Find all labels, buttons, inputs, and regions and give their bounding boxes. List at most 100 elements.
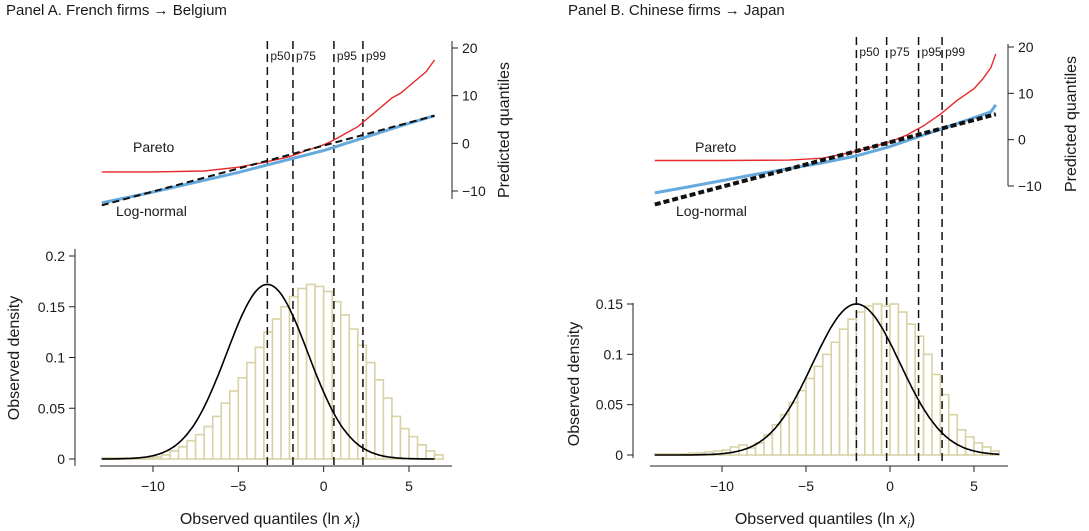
pred-tick-label: 0 xyxy=(462,135,470,151)
density-tick-label: 0.2 xyxy=(46,248,66,264)
density-tick-label: 0.1 xyxy=(46,350,66,366)
histogram-bar xyxy=(855,311,866,456)
histogram-bar xyxy=(805,377,816,456)
panel-b-histogram xyxy=(653,303,1000,456)
pred-tick-label: 10 xyxy=(462,88,478,104)
histogram-bar xyxy=(237,376,248,460)
x-tick-label: 0 xyxy=(320,478,328,494)
panel-a-x-title-var: x xyxy=(343,511,353,528)
panel-a-x-title-sub: i xyxy=(352,519,355,531)
histogram-bar xyxy=(821,353,832,456)
histogram-bar xyxy=(425,450,436,460)
histogram-bar xyxy=(964,436,975,456)
histogram-bar xyxy=(391,415,402,460)
panel-a-density-ticks: 0 0.05 0.1 0.15 0.2 xyxy=(38,248,75,467)
pred-tick-label: 0 xyxy=(1018,132,1026,148)
histogram-bar xyxy=(947,413,958,456)
histogram-bar xyxy=(408,435,419,460)
density-tick-label: 0 xyxy=(57,451,65,467)
percentile-label: p50 xyxy=(270,49,290,63)
histogram-bar xyxy=(203,425,214,460)
histogram-bar xyxy=(830,341,841,456)
histogram-bar xyxy=(356,344,368,460)
panel-a-percentile-lines: p50 p75 p95 p99 xyxy=(266,41,386,466)
histogram-bar xyxy=(194,433,206,460)
percentile-label: p75 xyxy=(296,49,316,63)
histogram-bar xyxy=(922,353,933,456)
panel-a-x-title: Observed quantiles (ln xi) xyxy=(180,511,360,531)
panel-a-empirical-line xyxy=(101,114,436,205)
histogram-bar xyxy=(863,305,874,456)
pred-tick-label: −10 xyxy=(1018,178,1042,194)
panel-b-lognormal-label: Log-normal xyxy=(676,203,747,219)
panel-a-normal-curve xyxy=(101,283,435,460)
histogram-bar xyxy=(220,402,231,460)
panel-a-x-ticks: −10 −5 0 5 xyxy=(141,466,413,494)
panel-b-x-ticks: −10 −5 0 5 xyxy=(710,466,978,494)
x-tick-label: 5 xyxy=(405,478,413,494)
histogram-bar xyxy=(322,290,333,460)
panel-b-pareto-line xyxy=(654,53,997,162)
panel-a-y-right-title: Predicted quantiles xyxy=(496,62,513,198)
panel-b-y-right-title: Predicted quantiles xyxy=(1063,56,1080,192)
histogram-bar xyxy=(211,415,223,460)
histogram-bar xyxy=(872,303,883,456)
panel-b-empirical-line xyxy=(654,104,998,195)
percentile-label: p99 xyxy=(945,45,965,59)
panel-a-pareto-label: Pareto xyxy=(133,139,174,155)
panel-a-x-title-close: ) xyxy=(355,511,360,528)
x-tick-label: 5 xyxy=(970,478,978,494)
histogram-bar xyxy=(143,457,154,460)
histogram-bar xyxy=(754,442,765,456)
histogram-bar xyxy=(365,361,376,460)
percentile-label: p95 xyxy=(337,49,357,63)
histogram-bar xyxy=(813,365,824,456)
histogram-bar xyxy=(382,397,393,460)
percentile-label: p95 xyxy=(922,45,942,59)
histogram-bar xyxy=(314,285,325,460)
percentile-label: p50 xyxy=(859,45,879,59)
panel-b-density-ticks: 0 0.05 0.1 0.15 xyxy=(596,296,633,463)
density-tick-label: 0.1 xyxy=(604,346,624,362)
panel-b-pareto-label: Pareto xyxy=(695,139,736,155)
panel-a-pred-ticks: −10 0 10 20 xyxy=(452,40,486,199)
panel-a-pareto-line xyxy=(101,59,436,173)
histogram-bar xyxy=(177,446,188,460)
panel-b-x-title-sub: i xyxy=(907,519,910,531)
histogram-bar xyxy=(152,456,163,460)
panel-a-x-title-main: Observed quantiles (ln xyxy=(180,511,345,528)
histogram-bar xyxy=(905,323,916,456)
histogram-bar xyxy=(271,318,282,460)
histogram-bar xyxy=(796,389,807,456)
panel-a-lognormal-line xyxy=(101,114,435,207)
panel-b: Panel B. Chinese firms → Japan p50 p75 p95… xyxy=(566,2,1080,531)
histogram-bar xyxy=(416,443,427,460)
panel-a-y-left-title: Observed density xyxy=(6,296,23,421)
histogram-bar xyxy=(229,390,240,460)
histogram-bar xyxy=(838,328,849,456)
histogram-bar xyxy=(186,439,197,460)
panel-b-x-title-main: Observed quantiles (ln xyxy=(735,511,900,528)
histogram-bar xyxy=(897,311,908,456)
panel-b-normal-curve xyxy=(654,303,1000,456)
density-tick-label: 0.05 xyxy=(38,400,65,416)
percentile-label: p99 xyxy=(366,49,386,63)
histogram-bar xyxy=(288,295,299,460)
density-tick-label: 0.05 xyxy=(596,397,623,413)
pred-tick-label: 20 xyxy=(1018,39,1034,55)
percentile-label: p75 xyxy=(890,45,910,59)
histogram-bar xyxy=(263,331,274,460)
panel-b-x-title-var: x xyxy=(898,511,908,528)
pred-tick-label: 10 xyxy=(1018,85,1034,101)
panel-a-histogram xyxy=(101,283,444,460)
histogram-bar xyxy=(254,346,265,460)
x-tick-label: −10 xyxy=(710,478,734,494)
histogram-bar xyxy=(305,283,316,460)
histogram-bar xyxy=(931,373,942,456)
pred-tick-label: 20 xyxy=(462,40,478,56)
x-tick-label: −5 xyxy=(798,478,814,494)
panel-b-percentile-lines: p50 p75 p95 p99 xyxy=(855,37,965,466)
panel-b-x-title: Observed quantiles (ln xi) xyxy=(735,511,915,531)
histogram-bar xyxy=(169,450,180,460)
